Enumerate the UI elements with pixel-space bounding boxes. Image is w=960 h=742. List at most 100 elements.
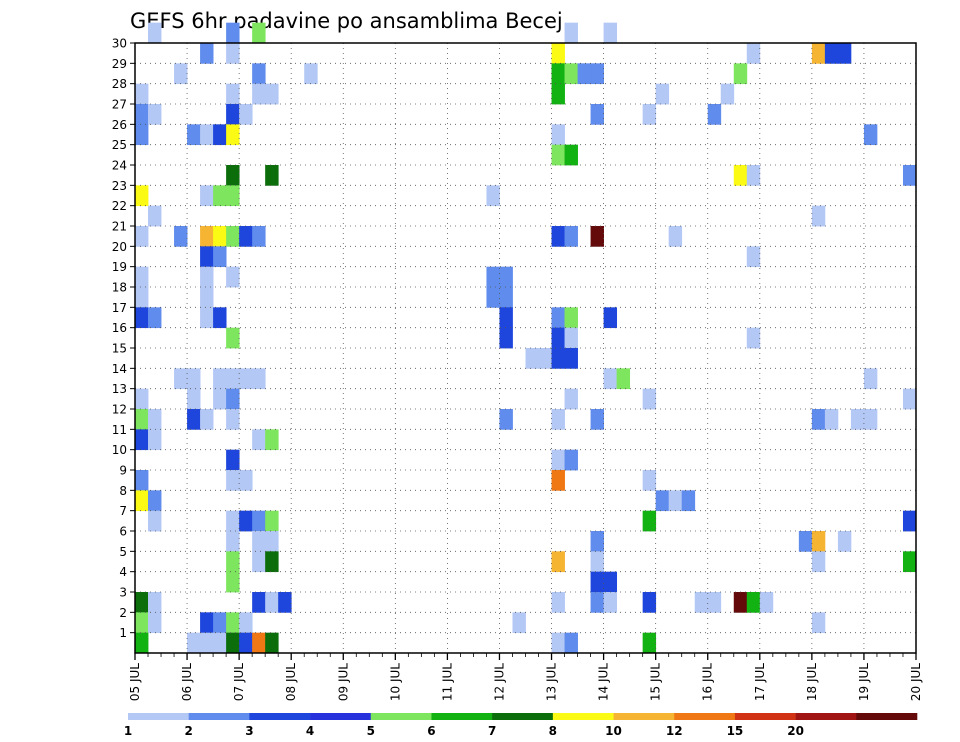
x-tick-label: 18 JUL (805, 663, 819, 701)
heatmap-cell (213, 185, 227, 207)
heatmap-cell (148, 612, 162, 634)
heatmap-cell (616, 368, 631, 390)
heatmap-cell (226, 104, 240, 125)
heatmap-cell (733, 165, 748, 186)
y-tick-label: 10 (112, 443, 127, 457)
heatmap-cell (798, 531, 813, 552)
heatmap-cell (239, 104, 253, 125)
heatmap-cell (200, 226, 214, 247)
y-tick-label: 5 (119, 545, 127, 559)
heatmap-cell (252, 551, 266, 573)
heatmap-cell (226, 22, 240, 44)
heatmap-cell (551, 592, 565, 613)
heatmap-cell (135, 287, 149, 308)
heatmap-cell (564, 327, 578, 349)
heatmap-cell (746, 165, 761, 186)
y-tick-label: 20 (112, 240, 127, 254)
heatmap-cell (551, 63, 565, 85)
legend-label: 2 (185, 724, 193, 738)
heatmap-cell (668, 226, 683, 247)
x-tick-label: 20 JUL (909, 663, 923, 701)
heatmap-cell (213, 632, 227, 654)
heatmap-cell (135, 83, 149, 105)
heatmap-cell (811, 43, 826, 64)
heatmap-cell (226, 571, 240, 593)
legend-label: 7 (488, 724, 496, 738)
heatmap-cell (200, 266, 214, 288)
heatmap-cell (759, 592, 774, 613)
heatmap-cell (213, 124, 227, 146)
y-tick-label: 15 (112, 342, 127, 356)
heatmap-cell (564, 348, 578, 369)
heatmap-cell (551, 409, 565, 430)
legend-swatch (370, 713, 432, 720)
heatmap-cell (655, 83, 670, 105)
heatmap-cell (720, 83, 735, 105)
heatmap-cell (538, 348, 552, 369)
heatmap-cell (239, 368, 253, 390)
heatmap-cell (551, 327, 565, 349)
legend-label: 3 (245, 724, 253, 738)
heatmap-cell (304, 63, 318, 85)
heatmap-cell (187, 409, 201, 430)
heatmap-cell (226, 449, 240, 471)
heatmap-cell (200, 307, 214, 329)
heatmap-cell (265, 83, 279, 105)
heatmap-cell (187, 388, 201, 410)
x-tick-label: 13 JUL (545, 663, 559, 701)
heatmap-cell (551, 226, 565, 247)
heatmap-cell (265, 592, 279, 613)
heatmap-cell (135, 632, 149, 654)
legend-label: 8 (549, 724, 557, 738)
x-tick-label: 07 JUL (232, 663, 246, 701)
heatmap-cell (226, 185, 240, 207)
y-tick-label: 9 (119, 464, 127, 478)
legend-label: 20 (787, 724, 804, 738)
heatmap-cell (226, 632, 240, 654)
legend-label: 5 (367, 724, 375, 738)
heatmap-cell (174, 63, 188, 85)
heatmap-cell (135, 470, 149, 491)
heatmap-cell (499, 266, 513, 288)
heatmap-cell (499, 327, 513, 349)
heatmap-cell (551, 348, 565, 369)
heatmap-cell (486, 266, 500, 288)
heatmap-cell (681, 490, 696, 512)
heatmap-cell (551, 551, 565, 573)
heatmap-cell (200, 287, 214, 308)
x-tick-label: 10 JUL (388, 663, 402, 701)
heatmap-cell (551, 307, 565, 329)
heatmap-cell (213, 307, 227, 329)
y-tick-label: 6 (119, 525, 127, 539)
heatmap-cell (499, 409, 513, 430)
y-tick-label: 4 (119, 565, 127, 579)
heatmap-cell (551, 449, 565, 471)
cells-layer (135, 22, 917, 654)
heatmap-cell (902, 388, 917, 410)
heatmap-cell (811, 551, 826, 573)
y-tick-label: 3 (119, 586, 127, 600)
y-tick-label: 7 (119, 504, 127, 518)
y-axis: 1234567891011121314151617181920212223242… (112, 37, 135, 640)
heatmap-cell (564, 22, 578, 44)
heatmap-cell (265, 632, 279, 654)
heatmap-cell (135, 490, 149, 512)
heatmap-cell (577, 63, 591, 85)
y-tick-label: 23 (112, 179, 127, 193)
heatmap-cell (239, 510, 253, 532)
heatmap-cell (265, 531, 279, 552)
heatmap-cell (135, 104, 149, 125)
y-tick-label: 18 (112, 281, 127, 295)
legend-swatch (674, 713, 736, 720)
heatmap-cell (135, 429, 149, 451)
heatmap-cell (200, 43, 214, 64)
grid-layer (135, 43, 916, 653)
heatmap-cell (226, 266, 240, 288)
x-tick-label: 11 JUL (440, 663, 454, 701)
x-tick-label: 16 JUL (701, 663, 715, 701)
x-tick-label: 05 JUL (128, 663, 142, 701)
heatmap-cell (174, 226, 188, 247)
heatmap-cell (200, 246, 214, 268)
legend-swatch (492, 713, 554, 720)
heatmap-cell (226, 368, 240, 390)
